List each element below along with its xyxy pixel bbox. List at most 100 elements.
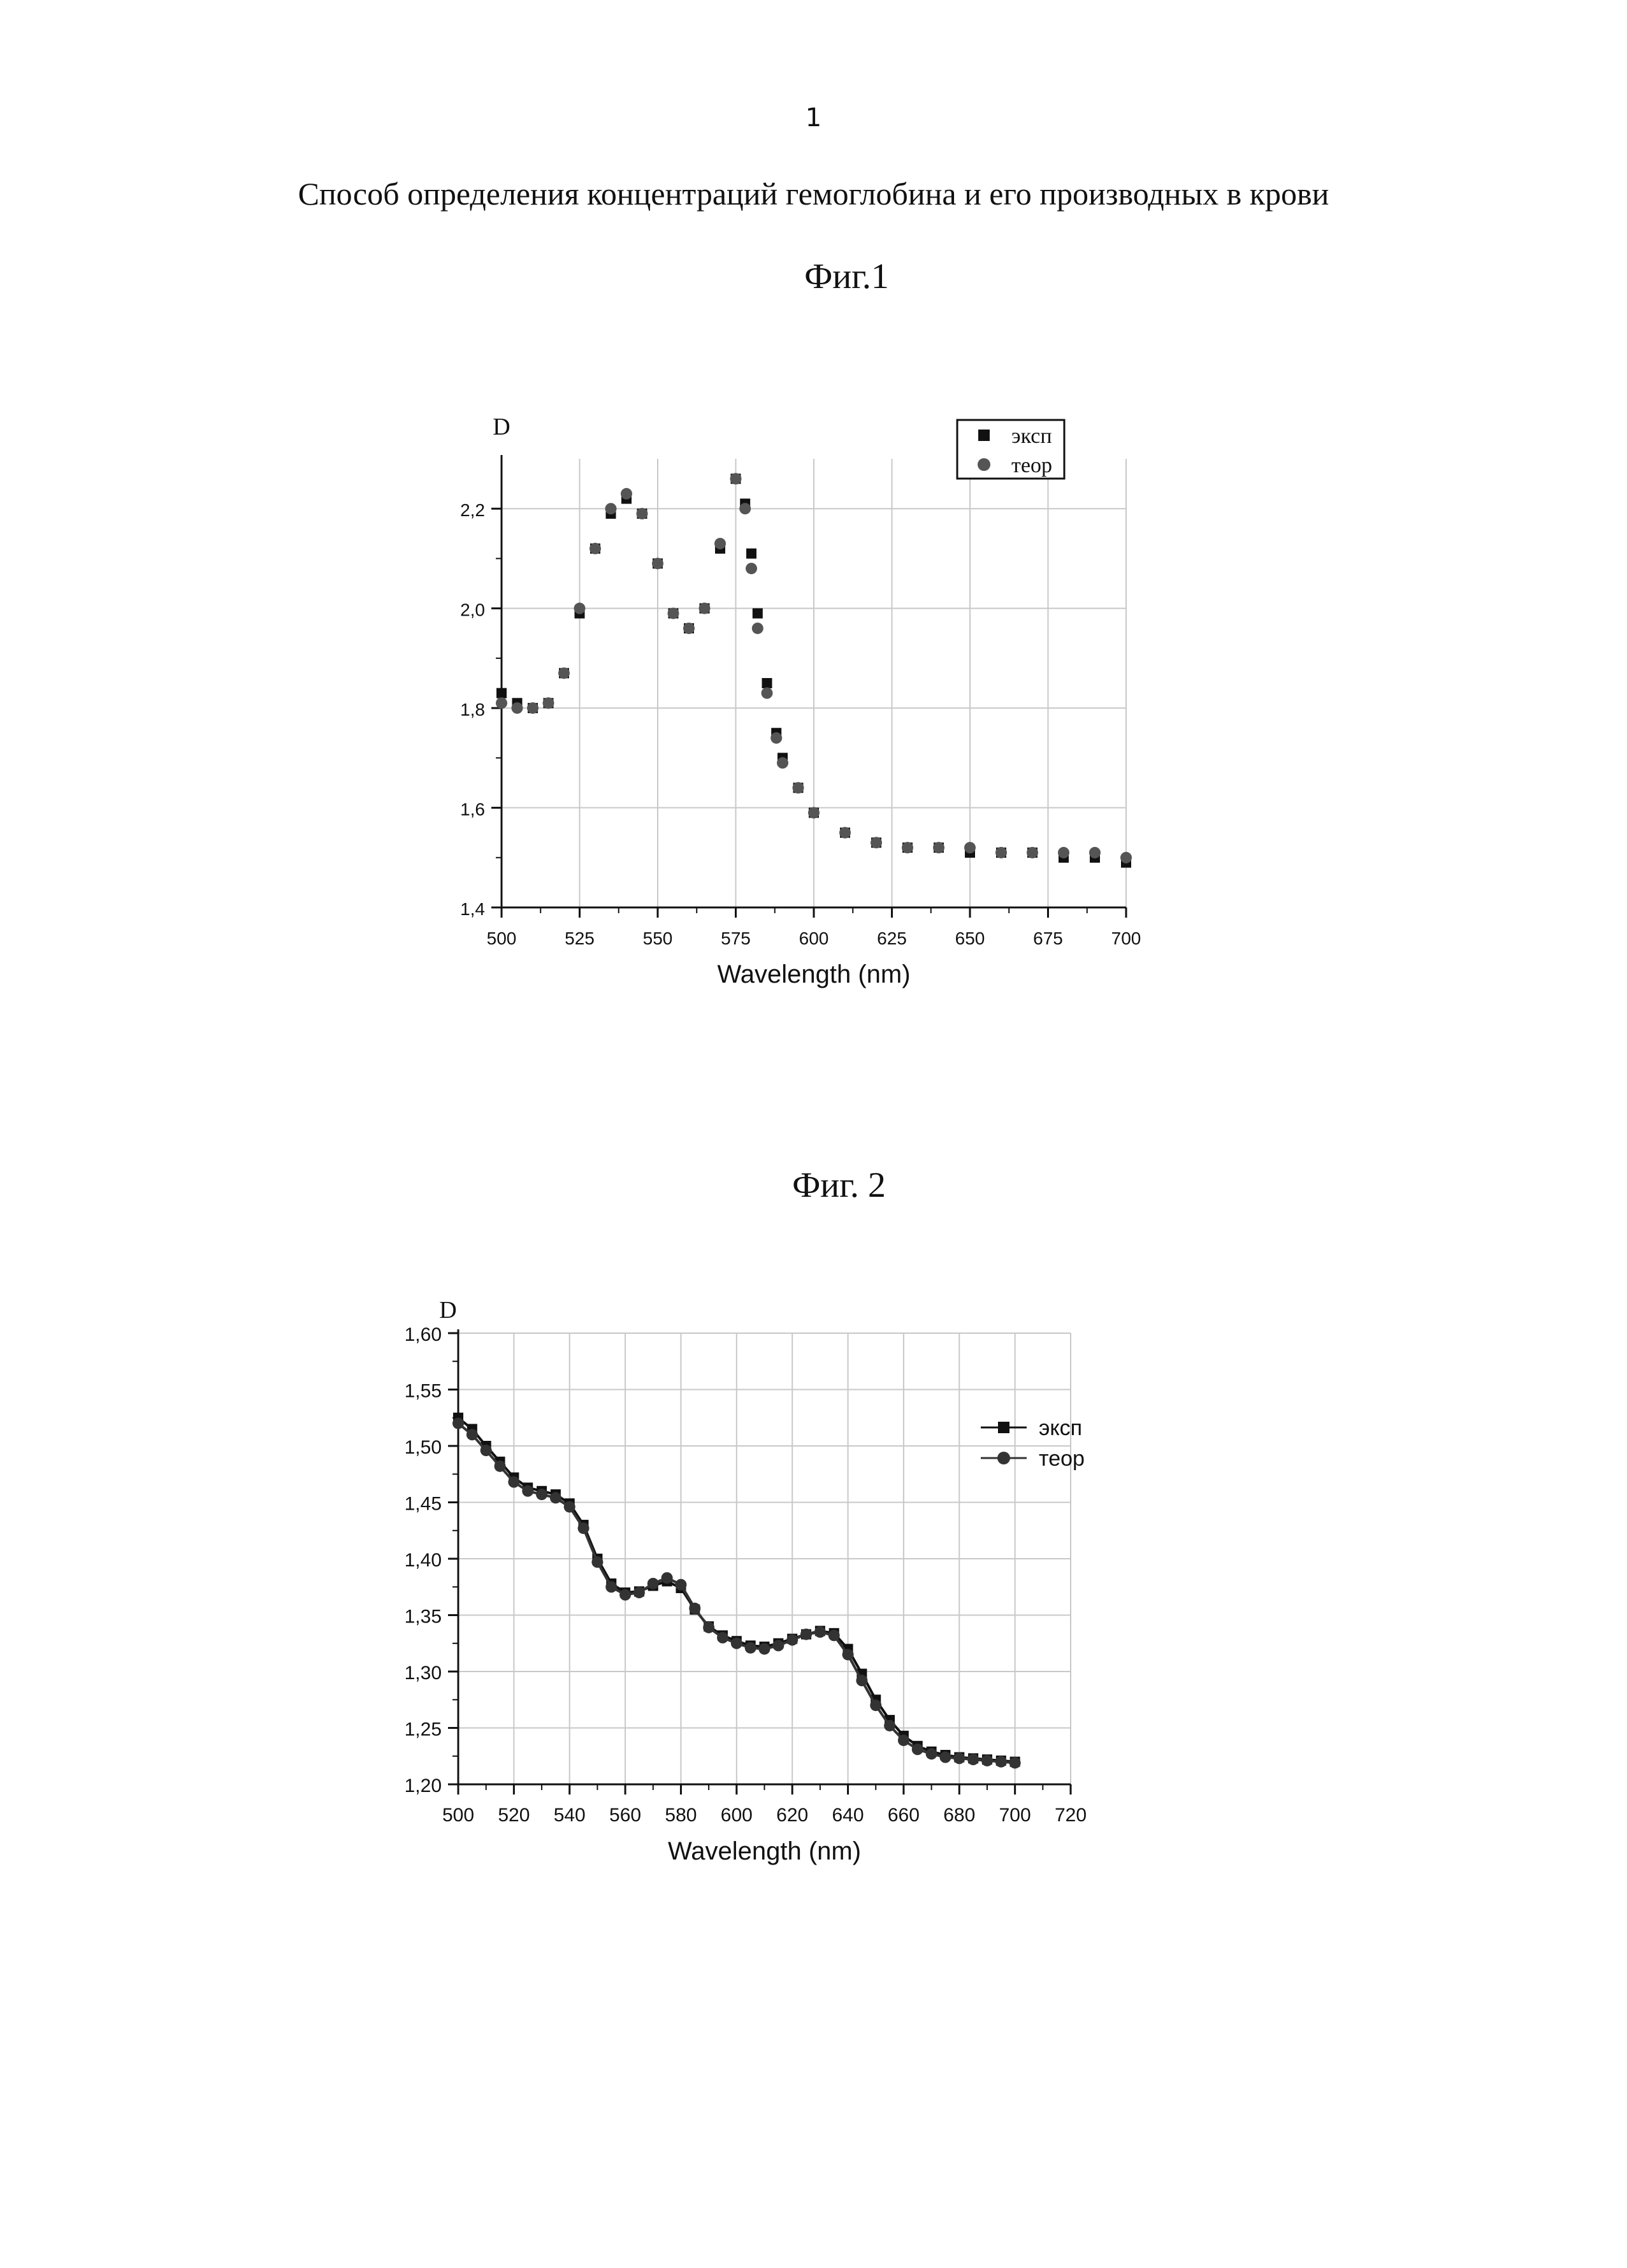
data-point — [884, 1719, 896, 1731]
figure-1-chart: 500 525 550 575 600 625 650 675 700 1,4 1,6 1,8 2,0 2… — [460, 414, 1141, 988]
x-tick-label: 675 — [1033, 928, 1063, 948]
data-point — [758, 1643, 770, 1655]
data-point — [808, 807, 820, 819]
data-point — [716, 1631, 728, 1643]
data-point — [939, 1751, 951, 1763]
data-point — [981, 1754, 993, 1766]
data-point — [466, 1429, 478, 1441]
x-tick-label: 720 — [1055, 1805, 1087, 1826]
data-point — [698, 602, 711, 614]
x-tick-label: 625 — [877, 928, 907, 948]
x-tick-label: 600 — [721, 1805, 753, 1826]
x-tick-label: 620 — [776, 1805, 808, 1826]
data-point — [480, 1445, 492, 1457]
data-point — [542, 697, 554, 709]
page-number: 1 — [805, 103, 822, 133]
legend-marker — [997, 1452, 1010, 1464]
x-tick-label: 700 — [1111, 928, 1141, 948]
x-tick-label: 560 — [609, 1805, 641, 1826]
data-point — [772, 1640, 785, 1652]
figure-2-chart: 500 520 540 560 580 600 620 640 660 680 700 720 1,20… — [405, 1297, 1087, 1865]
data-point — [667, 607, 679, 619]
data-point — [964, 842, 976, 854]
data-point — [652, 558, 663, 570]
data-point — [1089, 846, 1101, 858]
y-tick-label: 1,40 — [405, 1550, 442, 1571]
data-point — [839, 827, 851, 839]
x-tick-label: 540 — [554, 1805, 586, 1826]
y-tick-label: 1,6 — [460, 800, 485, 820]
y-tick-label: 1,25 — [405, 1719, 442, 1740]
data-point — [911, 1744, 923, 1756]
x-tick-label: 580 — [665, 1805, 697, 1826]
y-tick-label: 2,0 — [460, 600, 485, 620]
data-point — [856, 1675, 868, 1687]
data-point — [647, 1577, 659, 1589]
data-point — [777, 757, 788, 769]
x-tick-label: 525 — [565, 928, 595, 948]
data-point — [496, 688, 507, 698]
data-point — [494, 1460, 506, 1472]
legend-marker — [978, 430, 990, 441]
legend-marker — [998, 1422, 1009, 1433]
x-tick-label: 650 — [955, 928, 985, 948]
x-tick-label: 520 — [498, 1805, 530, 1826]
data-point — [751, 622, 763, 634]
y-tick-label: 1,20 — [405, 1775, 442, 1796]
x-tick-label: 600 — [799, 928, 829, 948]
data-point — [1058, 846, 1069, 858]
data-point — [842, 1649, 854, 1661]
x-tick-label: 500 — [487, 928, 517, 948]
data-point — [995, 1756, 1007, 1768]
x-tick-label: 660 — [888, 1805, 920, 1826]
data-point — [589, 542, 601, 554]
data-point — [536, 1489, 548, 1501]
data-point — [786, 1634, 799, 1646]
data-point — [619, 1589, 632, 1601]
data-point — [633, 1587, 645, 1599]
y-axis-label: D — [493, 414, 510, 440]
data-point — [730, 473, 742, 485]
data-point — [496, 697, 507, 709]
data-point — [511, 702, 523, 714]
figure-1-caption: Фиг.1 — [804, 257, 889, 296]
legend-box — [956, 419, 1066, 480]
data-point — [621, 488, 632, 500]
data-point — [792, 782, 804, 794]
legend-label: эксп — [1039, 1416, 1082, 1440]
data-point — [591, 1556, 604, 1568]
data-point — [574, 602, 586, 614]
legend-marker — [978, 458, 990, 471]
x-tick-label: 700 — [999, 1805, 1031, 1826]
data-point — [577, 1522, 589, 1535]
y-tick-label: 1,4 — [460, 899, 485, 919]
figure-2-caption: Фиг. 2 — [792, 1166, 886, 1205]
y-tick-label: 1,50 — [405, 1437, 442, 1458]
data-point — [800, 1628, 813, 1640]
x-tick-label: 500 — [442, 1805, 474, 1826]
legend-label: эксп — [1011, 424, 1052, 448]
data-point — [675, 1578, 687, 1591]
y-axis-label: D — [439, 1297, 456, 1324]
y-tick-label: 1,60 — [405, 1324, 442, 1345]
data-point — [828, 1629, 840, 1642]
y-tick-label: 1,30 — [405, 1663, 442, 1684]
data-point — [605, 1581, 618, 1593]
data-point — [549, 1492, 561, 1504]
data-point — [871, 837, 882, 849]
y-tick-label: 2,2 — [460, 500, 485, 520]
y-tick-label: 1,55 — [405, 1381, 442, 1402]
data-point — [762, 678, 772, 688]
data-point — [1120, 851, 1132, 863]
data-point — [563, 1501, 575, 1513]
data-point — [1027, 846, 1038, 858]
data-point — [522, 1485, 534, 1497]
x-tick-label: 640 — [832, 1805, 864, 1826]
data-point — [605, 503, 617, 515]
data-point — [870, 1700, 882, 1712]
data-point — [527, 702, 539, 714]
data-point — [746, 563, 757, 575]
y-tick-label: 1,35 — [405, 1607, 442, 1628]
data-point — [814, 1626, 826, 1638]
data-point — [746, 548, 756, 559]
